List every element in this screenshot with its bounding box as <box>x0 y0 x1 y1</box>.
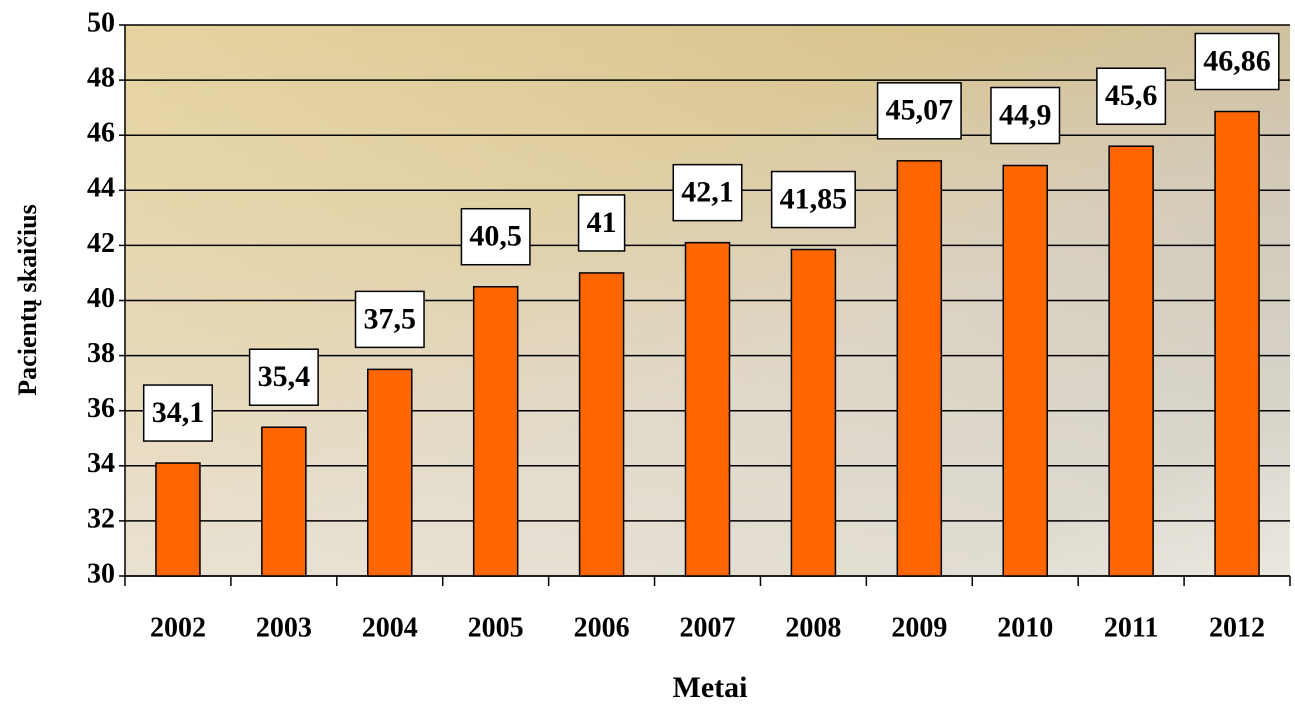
bar <box>1002 164 1048 577</box>
x-tick-label: 2005 <box>468 612 524 643</box>
bar <box>155 462 201 577</box>
y-tick-label: 46 <box>87 118 115 149</box>
value-label: 46,86 <box>1203 44 1271 77</box>
value-label: 34,1 <box>152 396 205 429</box>
value-label: 45,6 <box>1105 79 1158 112</box>
y-tick-label: 30 <box>87 558 115 589</box>
value-label-box <box>770 170 856 229</box>
value-label-box <box>354 290 425 349</box>
bar <box>1108 145 1154 577</box>
x-tick-label: 2008 <box>785 612 841 643</box>
y-tick-label: 40 <box>87 283 115 314</box>
y-tick-label: 44 <box>87 173 115 204</box>
x-tick-label: 2010 <box>997 612 1053 643</box>
x-tick-label: 2002 <box>150 612 206 643</box>
y-tick-label: 32 <box>87 503 115 534</box>
value-label-box <box>876 82 962 140</box>
bar <box>578 272 625 577</box>
value-label-box <box>672 163 743 222</box>
x-tick-label: 2003 <box>256 612 312 643</box>
y-tick-label: 48 <box>87 63 115 94</box>
value-label-box <box>142 384 213 442</box>
x-tick-label: 2006 <box>574 612 630 643</box>
bar <box>790 248 837 577</box>
value-label-box <box>460 207 531 266</box>
x-tick-label: 2007 <box>680 612 736 643</box>
bar <box>896 160 943 577</box>
value-label: 44,9 <box>999 98 1052 131</box>
value-label: 41 <box>587 206 617 239</box>
bar <box>367 368 413 577</box>
y-tick-label: 36 <box>87 393 115 424</box>
value-label-box <box>1096 67 1167 125</box>
value-label-box <box>990 86 1061 145</box>
y-tick-label: 50 <box>87 7 115 38</box>
x-axis-title: Metai <box>673 671 748 704</box>
y-tick-label: 42 <box>87 228 115 259</box>
x-tick-label: 2009 <box>891 612 947 643</box>
y-tick-label: 38 <box>87 338 115 369</box>
bar <box>261 426 307 577</box>
value-label-box <box>1194 32 1280 91</box>
bar <box>472 285 519 577</box>
y-axis-title: Pacientų skaičius <box>13 204 42 395</box>
value-label: 37,5 <box>364 302 417 335</box>
value-label: 42,1 <box>681 176 734 209</box>
x-tick-label: 2004 <box>362 612 418 643</box>
value-label-box <box>577 194 626 252</box>
value-label: 35,4 <box>258 360 311 393</box>
x-tick-label: 2011 <box>1104 612 1158 643</box>
x-tick-label: 2012 <box>1209 612 1265 643</box>
value-label: 41,85 <box>780 182 848 215</box>
value-label: 40,5 <box>469 220 522 253</box>
bar <box>1214 110 1260 577</box>
value-label-box <box>248 348 319 406</box>
value-label: 45,07 <box>886 94 954 127</box>
y-tick-label: 34 <box>87 448 115 479</box>
bar <box>684 241 731 577</box>
